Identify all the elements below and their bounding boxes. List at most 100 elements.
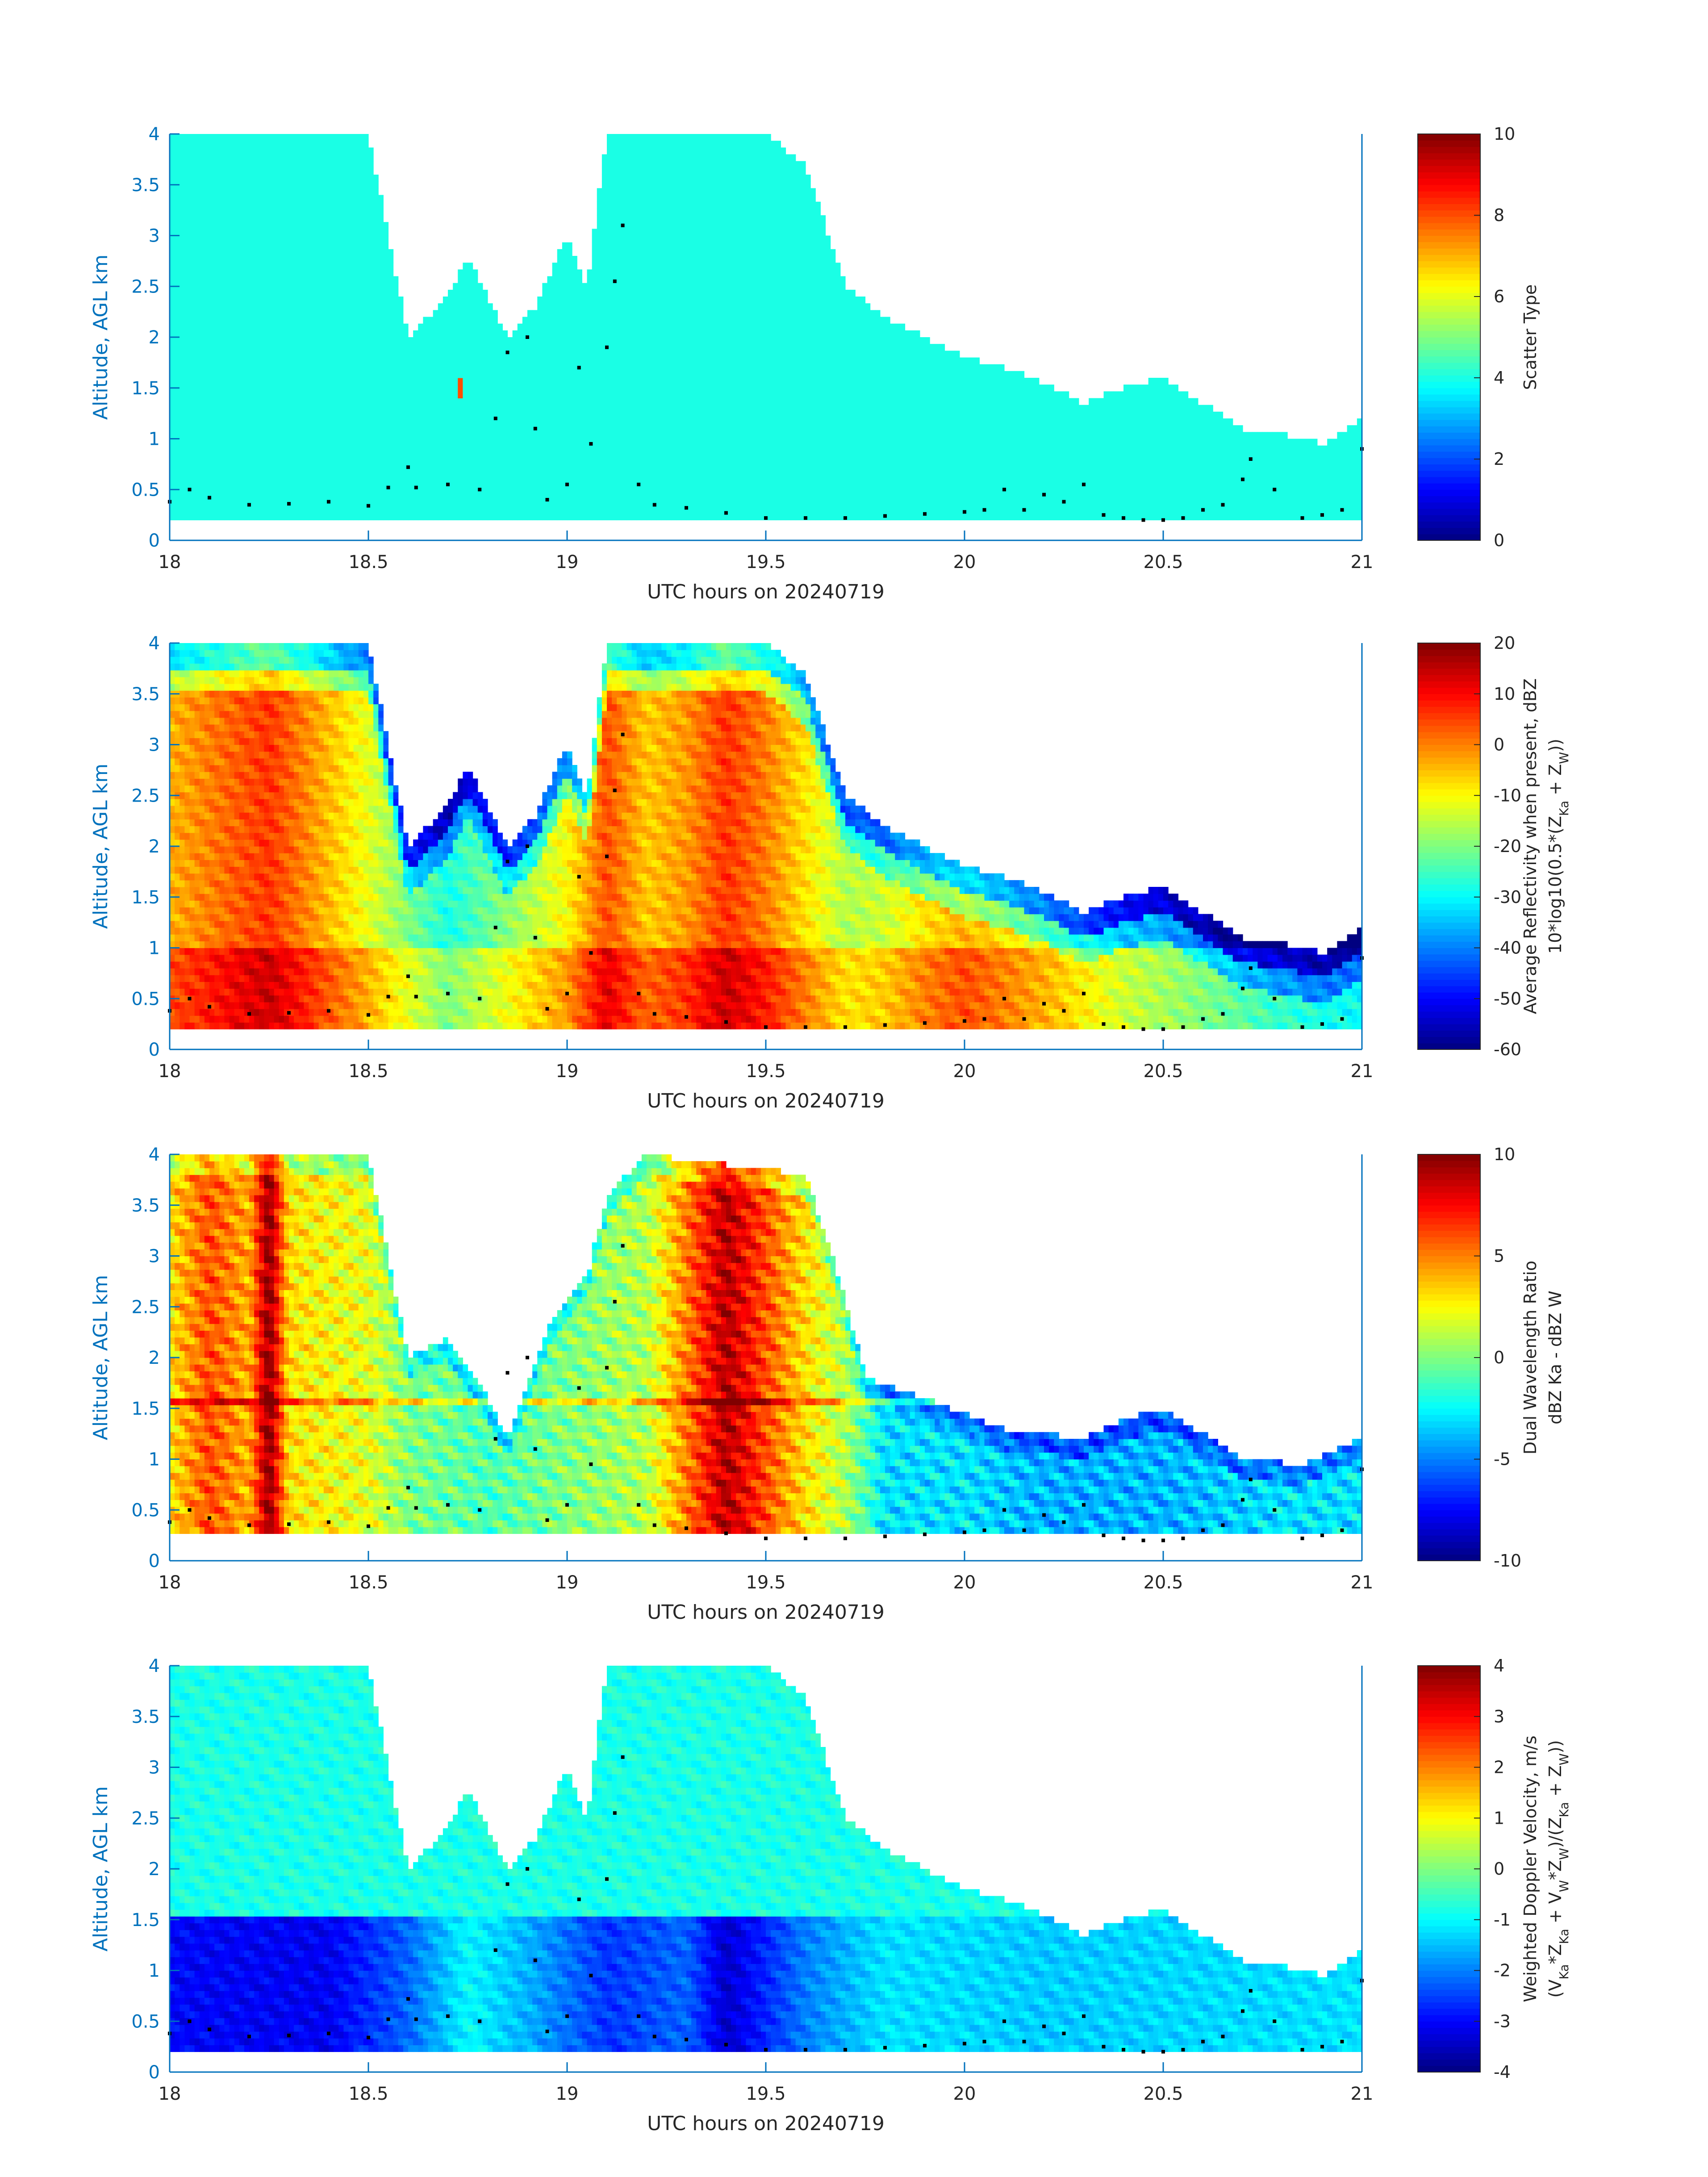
heatmap-cell bbox=[557, 439, 563, 446]
heatmap-cell bbox=[239, 445, 245, 453]
heatmap-cell bbox=[170, 276, 175, 284]
heatmap-cell bbox=[661, 439, 667, 446]
heatmap-cell bbox=[244, 249, 250, 256]
heatmap-cell bbox=[254, 201, 259, 209]
heatmap-cell bbox=[393, 513, 399, 521]
heatmap-cell bbox=[463, 357, 468, 365]
heatmap-cell bbox=[284, 141, 289, 148]
heatmap-cell bbox=[433, 371, 438, 378]
heatmap-cell bbox=[299, 351, 304, 358]
heatmap-cell bbox=[323, 486, 329, 493]
heatmap-cell bbox=[607, 297, 612, 304]
heatmap-cell bbox=[622, 425, 627, 432]
heatmap-cell bbox=[299, 513, 304, 521]
heatmap-cell bbox=[666, 466, 672, 473]
heatmap-cell bbox=[318, 466, 324, 473]
heatmap-cell bbox=[279, 175, 284, 182]
heatmap-cell bbox=[378, 263, 384, 270]
heatmap-cell bbox=[666, 405, 672, 412]
heatmap-cell bbox=[686, 472, 692, 480]
heatmap-cell bbox=[214, 330, 220, 338]
heatmap-cell bbox=[607, 513, 612, 521]
heatmap-cell bbox=[318, 472, 324, 480]
heatmap-cell bbox=[269, 357, 275, 365]
heatmap-cell bbox=[175, 418, 180, 426]
heatmap-cell bbox=[666, 317, 672, 324]
heatmap-cell bbox=[309, 378, 314, 385]
heatmap-cell bbox=[358, 208, 364, 216]
heatmap-cell bbox=[686, 276, 692, 284]
heatmap-cell bbox=[348, 493, 354, 500]
heatmap-cell bbox=[180, 263, 185, 270]
heatmap-cell bbox=[681, 506, 687, 514]
heatmap-cell bbox=[413, 513, 418, 521]
heatmap-cell bbox=[686, 303, 692, 310]
heatmap-cell bbox=[234, 181, 240, 188]
heatmap-cell bbox=[259, 472, 264, 480]
heatmap-cell bbox=[180, 323, 185, 331]
heatmap-cell bbox=[229, 297, 235, 304]
heatmap-cell bbox=[388, 486, 394, 493]
heatmap-cell bbox=[582, 479, 588, 487]
heatmap-cell bbox=[184, 276, 190, 284]
heatmap-cell bbox=[592, 303, 597, 310]
heatmap-cell bbox=[398, 432, 404, 439]
heatmap-cell bbox=[472, 479, 478, 487]
heatmap-cell bbox=[373, 493, 379, 500]
heatmap-cell bbox=[562, 432, 568, 439]
heatmap-cell bbox=[229, 195, 235, 202]
heatmap-cell bbox=[194, 249, 200, 256]
heatmap-cell bbox=[592, 439, 597, 446]
heatmap-cell bbox=[443, 317, 448, 324]
heatmap-cell bbox=[259, 425, 264, 432]
heatmap-cell bbox=[656, 195, 662, 202]
heatmap-cell bbox=[373, 188, 379, 196]
heatmap-cell bbox=[184, 215, 190, 222]
heatmap-cell bbox=[358, 405, 364, 412]
heatmap-cell bbox=[313, 167, 319, 175]
heatmap-cell bbox=[279, 289, 284, 297]
heatmap-cell bbox=[244, 235, 250, 243]
heatmap-cell bbox=[577, 276, 582, 284]
heatmap-cell bbox=[244, 256, 250, 263]
heatmap-cell bbox=[631, 384, 637, 392]
heatmap-cell bbox=[239, 154, 245, 162]
heatmap-cell bbox=[224, 303, 230, 310]
heatmap-cell bbox=[443, 378, 448, 385]
heatmap-cell bbox=[170, 411, 175, 419]
heatmap-cell bbox=[209, 297, 215, 304]
heatmap-cell bbox=[254, 242, 259, 250]
heatmap-cell bbox=[671, 337, 677, 344]
heatmap-cell bbox=[567, 269, 572, 277]
heatmap-cell bbox=[313, 432, 319, 439]
heatmap-cell bbox=[641, 242, 647, 250]
heatmap-cell bbox=[204, 242, 210, 250]
heatmap-cell bbox=[264, 208, 270, 216]
heatmap-cell bbox=[617, 297, 622, 304]
heatmap-cell bbox=[279, 276, 284, 284]
heatmap-cell bbox=[567, 357, 572, 365]
heatmap-cell bbox=[517, 466, 523, 473]
heatmap-cell bbox=[383, 364, 389, 372]
heatmap-cell bbox=[348, 452, 354, 460]
heatmap-cell bbox=[547, 351, 553, 358]
heatmap-cell bbox=[607, 418, 612, 426]
heatmap-cell bbox=[671, 418, 677, 426]
heatmap-cell bbox=[209, 371, 215, 378]
heatmap-cell bbox=[582, 432, 588, 439]
heatmap-cell bbox=[199, 445, 205, 453]
heatmap-cell bbox=[249, 398, 255, 405]
heatmap-cell bbox=[199, 418, 205, 426]
heatmap-cell bbox=[363, 351, 369, 358]
heatmap-cell bbox=[458, 378, 463, 385]
heatmap-cell bbox=[194, 479, 200, 487]
heatmap-cell bbox=[567, 459, 572, 466]
heatmap-cell bbox=[587, 432, 593, 439]
heatmap-cell bbox=[348, 445, 354, 453]
heatmap-cell bbox=[184, 500, 190, 507]
heatmap-cell bbox=[329, 263, 334, 270]
heatmap-cell bbox=[274, 439, 280, 446]
heatmap-cell bbox=[378, 371, 384, 378]
heatmap-cell bbox=[269, 188, 275, 196]
heatmap-cell bbox=[284, 167, 289, 175]
